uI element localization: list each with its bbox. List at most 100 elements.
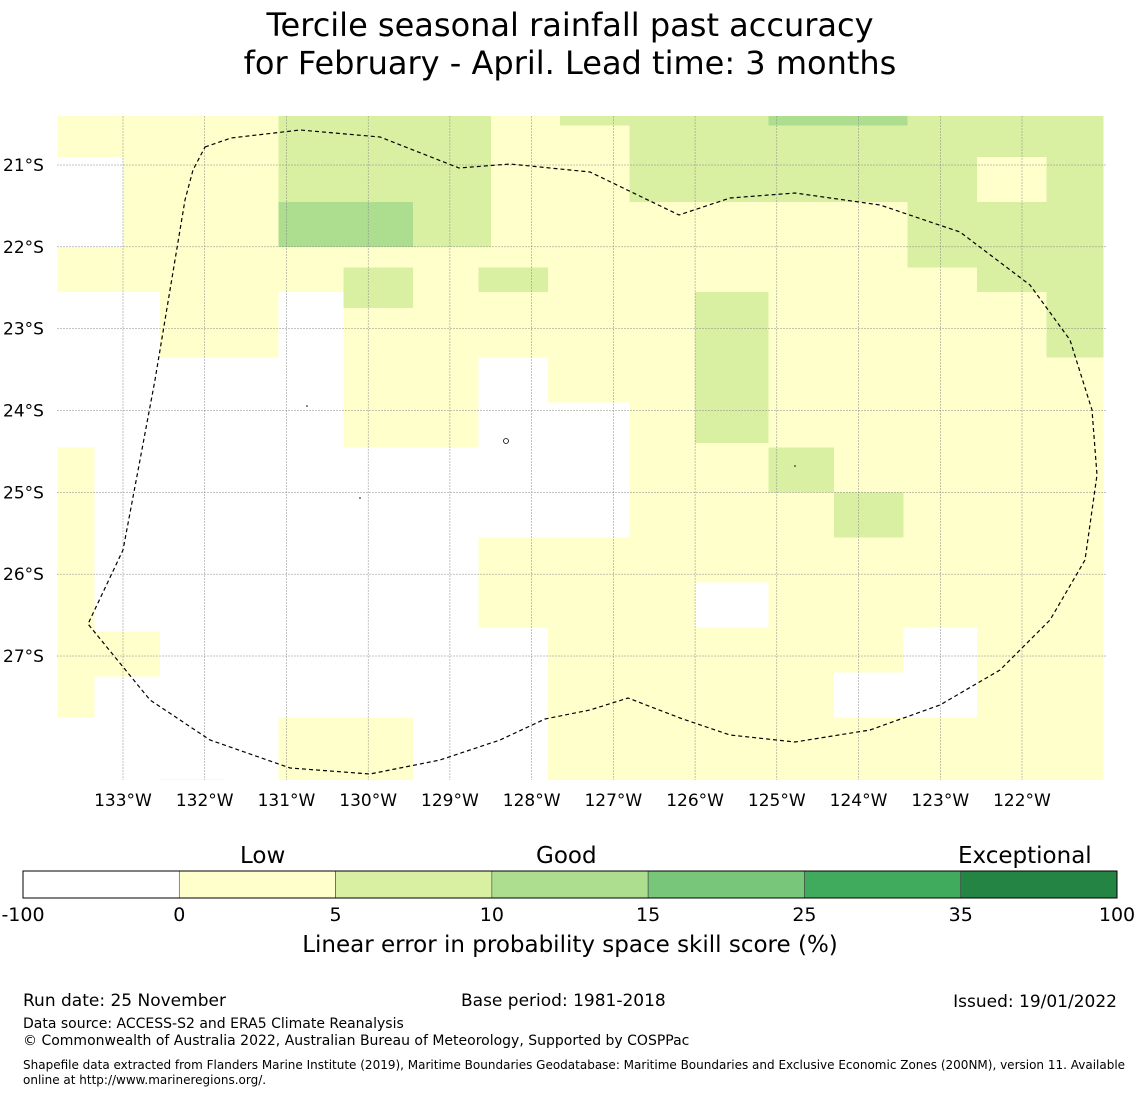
skill-cell bbox=[1046, 156, 1104, 202]
longitude-label: 123°W bbox=[911, 791, 969, 811]
skill-cell bbox=[478, 537, 548, 628]
colorbar-tick-label: 10 bbox=[480, 904, 504, 926]
skill-cell bbox=[834, 492, 904, 538]
island-marker bbox=[794, 465, 796, 467]
skill-cell bbox=[695, 627, 769, 673]
skill-cell bbox=[490, 156, 630, 202]
skill-cell bbox=[413, 201, 491, 247]
colorbar-category-good: Good bbox=[536, 843, 597, 869]
skill-cell bbox=[278, 156, 491, 202]
skill-cell bbox=[903, 492, 1104, 538]
skill-cell bbox=[278, 201, 414, 247]
skill-cell bbox=[278, 717, 414, 780]
latitude-label: 21°S bbox=[3, 156, 44, 176]
latitude-label: 22°S bbox=[3, 238, 44, 258]
eez-boundary bbox=[87, 129, 1098, 775]
colorbar: -100 0 5 10 15 25 35 100 bbox=[1, 870, 1135, 926]
island-marker bbox=[359, 497, 361, 499]
longitude-label: 130°W bbox=[339, 791, 397, 811]
colorbar-segment bbox=[960, 870, 1118, 899]
skill-cell bbox=[413, 267, 479, 292]
base-period: Base period: 1981-2018 bbox=[461, 991, 666, 1011]
longitude-label: 132°W bbox=[176, 791, 234, 811]
skill-cell bbox=[629, 116, 769, 157]
skill-cell bbox=[343, 267, 414, 292]
island-marker bbox=[306, 405, 308, 407]
skill-cell bbox=[768, 492, 835, 538]
skill-cell bbox=[695, 291, 769, 444]
issued-date: Issued: 19/01/2022 bbox=[953, 992, 1117, 1012]
skill-cell bbox=[768, 201, 908, 268]
longitude-label: 125°W bbox=[748, 791, 806, 811]
latitude-labels: 21°S 22°S 23°S 24°S 25°S 26°S 27°S bbox=[3, 156, 44, 667]
skill-cell bbox=[159, 778, 226, 780]
colorbar-tick-label: 25 bbox=[792, 904, 816, 926]
longitude-label: 129°W bbox=[421, 791, 479, 811]
skill-cell bbox=[695, 672, 835, 718]
colorbar-tick-label: 100 bbox=[1099, 904, 1135, 926]
skill-cell bbox=[478, 267, 548, 292]
run-date: Run date: 25 November bbox=[23, 991, 226, 1011]
skill-cell bbox=[278, 267, 344, 292]
skill-cell bbox=[768, 627, 904, 673]
title-line-2: for February - April. Lead time: 3 month… bbox=[243, 44, 897, 82]
skill-cell bbox=[159, 308, 279, 358]
skill-cell bbox=[343, 357, 414, 448]
latitude-label: 26°S bbox=[3, 565, 44, 585]
colorbar-tick-label: 15 bbox=[636, 904, 660, 926]
island-marker bbox=[503, 438, 509, 444]
skill-cell bbox=[57, 447, 95, 718]
title-line-1: Tercile seasonal rainfall past accuracy bbox=[266, 6, 874, 44]
colorbar-axis-label: Linear error in probability space skill … bbox=[302, 932, 838, 958]
skill-cell bbox=[977, 156, 1047, 202]
colorbar-tick-label: 35 bbox=[949, 904, 973, 926]
skill-cell bbox=[768, 717, 1104, 780]
skill-cell bbox=[907, 116, 1104, 157]
skill-cell bbox=[1046, 328, 1104, 358]
skill-cell bbox=[629, 156, 769, 202]
longitude-label: 133°W bbox=[94, 791, 152, 811]
skill-cell bbox=[629, 357, 696, 538]
shapefile-credit: Shapefile data extracted from Flanders M… bbox=[23, 1058, 1126, 1087]
colorbar-segment bbox=[22, 870, 180, 899]
skill-cell bbox=[57, 116, 124, 157]
colorbar-tick-label: 0 bbox=[173, 904, 185, 926]
longitude-labels: 133°W 132°W 131°W 130°W 129°W 128°W 127°W 126°W… bbox=[94, 791, 1051, 811]
skill-cell bbox=[94, 631, 160, 677]
latitude-label: 25°S bbox=[3, 483, 44, 503]
skill-cell bbox=[343, 291, 414, 309]
skill-cell bbox=[123, 116, 279, 157]
skill-cell bbox=[768, 537, 1104, 628]
skill-cell bbox=[977, 627, 1104, 673]
skill-cells bbox=[57, 116, 1106, 780]
skill-cell bbox=[977, 672, 1104, 718]
skill-cell bbox=[695, 537, 769, 583]
longitude-label: 131°W bbox=[258, 791, 316, 811]
skill-cell bbox=[490, 201, 769, 268]
colorbar-segment bbox=[804, 870, 962, 899]
skill-cell bbox=[57, 246, 124, 292]
skill-cell bbox=[278, 116, 491, 157]
skill-cell bbox=[547, 267, 978, 292]
colorbar-segment bbox=[491, 870, 649, 899]
skill-cell bbox=[768, 116, 908, 126]
latitude-label: 24°S bbox=[3, 402, 44, 422]
colorbar-category-exceptional: Exceptional bbox=[958, 843, 1092, 869]
skill-cell bbox=[123, 156, 279, 202]
skill-cell bbox=[768, 291, 1047, 358]
map-title: Tercile seasonal rainfall past accuracy … bbox=[0, 6, 1140, 82]
latitude-label: 23°S bbox=[3, 320, 44, 340]
data-source: Data source: ACCESS-S2 and ERA5 Climate … bbox=[23, 1016, 404, 1032]
skill-cell bbox=[560, 116, 630, 126]
graticule bbox=[57, 116, 1106, 780]
skill-cell bbox=[123, 201, 160, 268]
longitude-label: 126°W bbox=[666, 791, 724, 811]
skill-cell bbox=[768, 447, 835, 493]
colorbar-segment bbox=[647, 870, 805, 899]
colorbar-category-low: Low bbox=[240, 843, 286, 869]
skill-cell bbox=[695, 443, 769, 538]
colorbar-tick-label: -100 bbox=[1, 904, 44, 926]
skill-cell bbox=[413, 357, 479, 448]
colorbar-segment bbox=[178, 870, 336, 899]
skill-cell bbox=[478, 291, 696, 358]
